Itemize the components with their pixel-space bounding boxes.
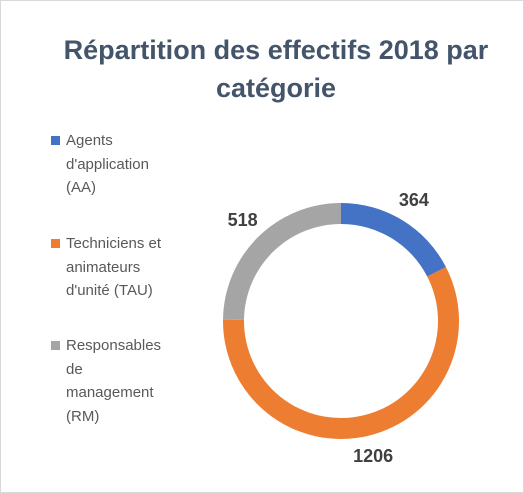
legend-swatch bbox=[51, 136, 60, 145]
legend-item: Agents d'application (AA) bbox=[51, 129, 181, 200]
donut-segment bbox=[223, 203, 341, 320]
legend-item: Techniciens et animateurs d'unité (TAU) bbox=[51, 232, 181, 303]
legend-label: Responsables de management (RM) bbox=[66, 337, 162, 425]
chart-title: Répartition des effectifs 2018 par catég… bbox=[63, 35, 489, 103]
donut-segment bbox=[341, 203, 446, 277]
legend-swatch bbox=[51, 341, 60, 350]
data-label: 1206 bbox=[353, 446, 393, 466]
data-label: 518 bbox=[228, 210, 258, 230]
legend-swatch bbox=[51, 239, 60, 248]
donut-segment bbox=[222, 266, 460, 440]
legend-label: Techniciens et animateurs d'unité (TAU) bbox=[66, 235, 162, 299]
data-label: 364 bbox=[399, 190, 429, 210]
legend-item: Responsables de management (RM) bbox=[51, 334, 181, 428]
legend-label: Agents d'application (AA) bbox=[66, 132, 149, 196]
